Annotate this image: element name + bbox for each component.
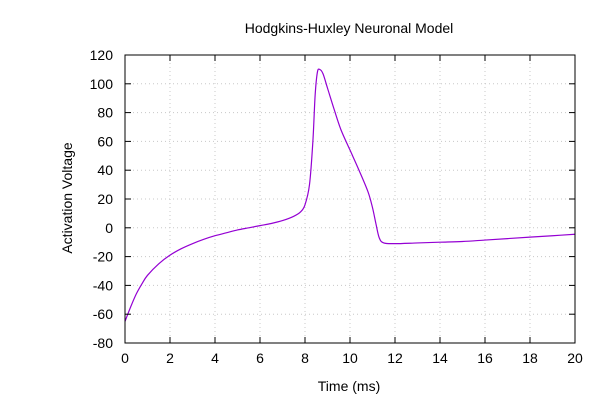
y-tick-label: 20: [97, 191, 113, 207]
x-tick-label: 0: [121, 350, 129, 366]
x-tick-label: 16: [477, 350, 493, 366]
chart-title: Hodgkins-Huxley Neuronal Model: [245, 20, 454, 36]
x-axis-label: Time (ms): [318, 378, 380, 394]
y-tick-label: -80: [93, 335, 113, 351]
x-tick-label: 8: [301, 350, 309, 366]
y-axis-label: Activation Voltage: [59, 142, 75, 254]
y-tick-label: -60: [93, 306, 113, 322]
x-tick-label: 14: [432, 350, 448, 366]
y-tick-labels: -80 -60 -40 -20 0 20 40 60 80 100 120: [90, 47, 114, 351]
y-tick-label: -40: [93, 277, 113, 293]
grid: [125, 55, 575, 343]
x-tick-label: 4: [211, 350, 219, 366]
x-tick-label: 2: [166, 350, 174, 366]
series-line: [125, 68, 575, 322]
x-tick-label: 6: [256, 350, 264, 366]
y-tick-label: -20: [93, 249, 113, 265]
y-tick-label: 40: [97, 162, 113, 178]
x-tick-label: 20: [567, 350, 583, 366]
y-tick-label: 120: [90, 47, 114, 63]
ticks: [124, 54, 576, 344]
y-tick-label: 100: [90, 76, 114, 92]
x-tick-label: 12: [387, 350, 403, 366]
x-tick-label: 10: [342, 350, 358, 366]
x-tick-label: 18: [522, 350, 538, 366]
x-tick-labels: 0 2 4 6 8 10 12 14 16 18 20: [121, 350, 583, 366]
y-tick-label: 80: [97, 105, 113, 121]
series-layer: [125, 68, 575, 322]
y-tick-label: 60: [97, 133, 113, 149]
y-tick-label: 0: [105, 220, 113, 236]
